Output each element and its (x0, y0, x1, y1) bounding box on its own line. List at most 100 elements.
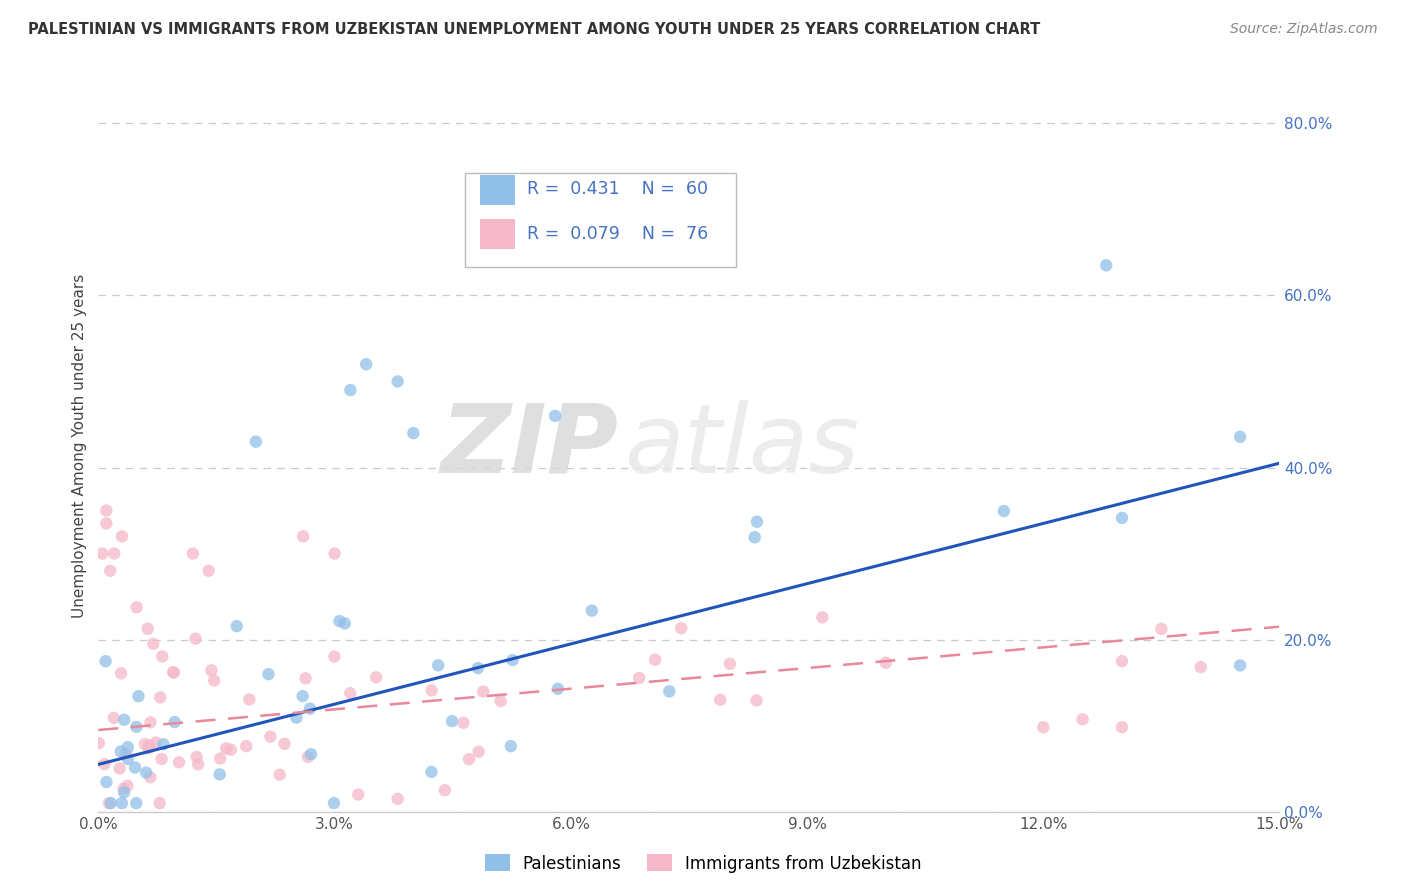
Point (87, 736, 110, 750)
Point (152, 737, 174, 751)
Point (1111, 654, 1133, 668)
Point (117, 752, 139, 766)
Point (347, 788, 370, 802)
Point (339, 686, 361, 700)
Point (117, 740, 139, 755)
Point (420, 683, 443, 698)
Point (91, 547, 114, 561)
Point (811, 610, 834, 624)
Point (1150, 622, 1173, 636)
Bar (479, 176, 516, 204)
Point (458, 752, 481, 766)
Point (1189, 660, 1212, 674)
Point (135, 765, 157, 780)
Point (125, 796, 148, 810)
Point (387, 792, 409, 806)
Point (98, 564, 121, 578)
Point (269, 768, 291, 782)
Point (97, 796, 120, 810)
Point (93, 757, 115, 772)
Point (718, 657, 741, 671)
Point (103, 711, 125, 725)
Text: Source: ZipAtlas.com: Source: ZipAtlas.com (1230, 22, 1378, 37)
Point (1111, 511, 1133, 525)
Point (94, 654, 117, 668)
Point (96, 775, 118, 789)
Point (298, 701, 321, 715)
Point (138, 739, 160, 753)
Point (108, 761, 131, 775)
Point (467, 661, 489, 675)
Point (1032, 720, 1054, 734)
Point (96, 503, 118, 517)
Point (472, 684, 495, 698)
Point (427, 658, 450, 673)
Point (111, 796, 134, 810)
Point (323, 547, 346, 561)
Point (142, 637, 165, 651)
Text: PALESTINIAN VS IMMIGRANTS FROM UZBEKISTAN UNEMPLOYMENT AMONG YOUTH UNDER 25 YEAR: PALESTINIAN VS IMMIGRANTS FROM UZBEKISTA… (28, 22, 1040, 37)
Point (202, 673, 225, 688)
Point (1229, 430, 1251, 444)
Point (291, 689, 314, 703)
Point (139, 770, 162, 784)
Point (134, 737, 156, 751)
Point (285, 711, 308, 725)
Point (136, 622, 159, 636)
Point (111, 529, 134, 543)
Point (1095, 258, 1118, 272)
Point (125, 600, 148, 615)
Point (333, 616, 356, 631)
Point (163, 714, 186, 729)
Point (197, 564, 219, 578)
Point (209, 751, 232, 765)
FancyBboxPatch shape (464, 173, 737, 267)
Point (502, 653, 524, 667)
Point (440, 714, 463, 728)
Point (125, 720, 148, 734)
Point (322, 796, 344, 810)
Point (100, 796, 122, 810)
Point (138, 741, 160, 756)
Point (115, 747, 138, 761)
Point (323, 649, 346, 664)
Point (200, 664, 222, 678)
Point (139, 715, 162, 730)
Point (467, 745, 489, 759)
Point (110, 745, 132, 759)
Bar (479, 219, 516, 249)
Point (238, 692, 260, 706)
Text: R =  0.079    N =  76: R = 0.079 N = 76 (527, 225, 709, 243)
Point (658, 684, 681, 698)
Point (709, 692, 731, 706)
Point (433, 783, 456, 797)
Point (150, 752, 173, 766)
Point (163, 665, 186, 680)
Point (225, 619, 247, 633)
Point (149, 690, 172, 705)
Point (544, 409, 567, 423)
Point (644, 653, 666, 667)
Point (499, 739, 522, 753)
Legend: Palestinians, Immigrants from Uzbekistan: Palestinians, Immigrants from Uzbekistan (478, 847, 928, 880)
Point (745, 693, 768, 707)
Point (745, 515, 768, 529)
Point (235, 739, 257, 753)
Text: atlas: atlas (624, 400, 859, 492)
Point (1229, 658, 1251, 673)
Point (112, 713, 135, 727)
Point (420, 764, 443, 779)
Point (993, 504, 1015, 518)
Point (245, 434, 267, 449)
Point (215, 741, 238, 756)
Point (273, 737, 295, 751)
Point (167, 756, 190, 770)
Point (184, 632, 207, 646)
Y-axis label: Unemployment Among Youth under 25 years: Unemployment Among Youth under 25 years (72, 274, 87, 618)
Point (453, 715, 475, 730)
Point (547, 681, 569, 696)
Point (150, 649, 173, 664)
Point (127, 689, 149, 703)
Point (187, 757, 209, 772)
Point (103, 547, 125, 561)
